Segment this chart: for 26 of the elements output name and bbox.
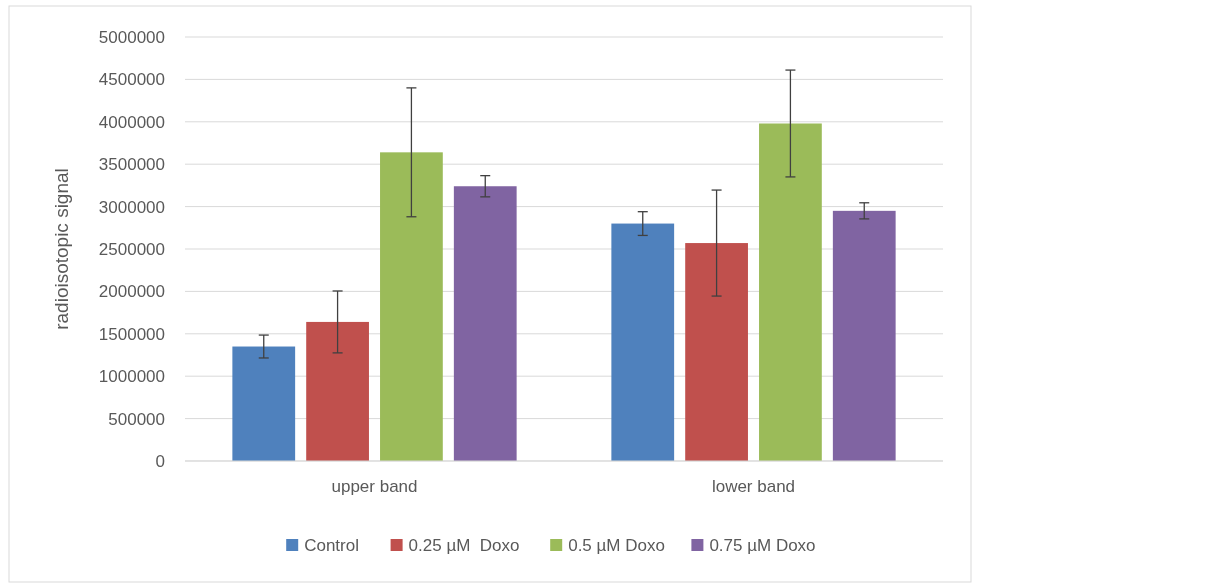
y-tick-label: 4000000 [98,112,165,132]
bar [380,152,443,461]
bar [611,223,675,461]
y-tick-label: 500000 [108,409,165,429]
x-tick-label: lower band [711,477,796,496]
y-tick-label: 2500000 [98,239,165,259]
legend-label: 0.5 µM Doxo [568,535,665,555]
bar [832,210,896,461]
y-tick-label: 3500000 [98,155,165,175]
y-tick-label: 3000000 [98,197,165,217]
y-tick-label: 1500000 [98,324,165,344]
y-tick-label: 4500000 [98,70,165,90]
y-tick-label: 5000000 [98,27,165,47]
y-tick-label: 2000000 [98,282,165,302]
y-axis-title: radioisotopic signal [51,168,72,330]
y-tick-label: 1000000 [98,367,165,387]
legend-label: 0.25 µM Doxo [408,535,520,555]
bar [453,186,517,461]
bar [306,321,369,461]
bar [759,123,822,461]
bar [685,243,748,461]
bar [232,346,296,461]
legend-label: Control [304,535,360,555]
x-tick-label: upper band [331,477,418,496]
y-tick-label: 0 [155,451,165,471]
legend-label: 0.75 µM Doxo [709,535,816,555]
